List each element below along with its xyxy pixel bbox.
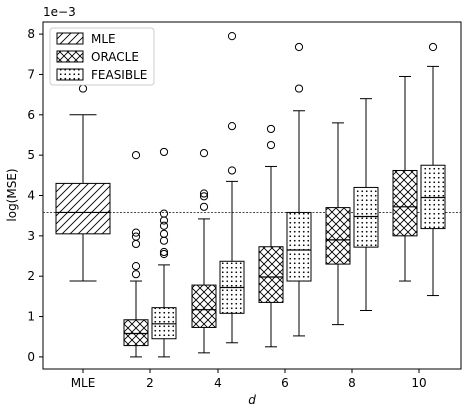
outlier-point xyxy=(131,270,141,279)
x-tick-label: MLE xyxy=(71,376,96,390)
outlier-point xyxy=(294,84,304,93)
box-body xyxy=(55,182,111,235)
box-feasible-10 xyxy=(420,42,446,297)
legend: MLE ORACLE FEASIBLE xyxy=(49,27,155,86)
outlier-point xyxy=(159,147,169,157)
outlier-point xyxy=(159,209,169,218)
y-axis-label: log(MSE) xyxy=(5,168,19,221)
y-tick-label: 8 xyxy=(27,27,35,41)
outlier-point xyxy=(266,124,276,134)
x-axis: MLE 2 4 6 8 10 xyxy=(71,369,427,390)
outlier-point xyxy=(131,151,141,160)
y-tick-label: 6 xyxy=(27,108,35,122)
box-oracle-4 xyxy=(191,149,217,354)
outlier-point xyxy=(159,229,169,238)
box-body xyxy=(191,284,217,328)
legend-swatch-mle xyxy=(56,32,84,45)
box-oracle-8 xyxy=(325,122,351,326)
y-tick-label: 7 xyxy=(27,67,35,81)
y-tick-label: 2 xyxy=(27,269,35,283)
outlier-point xyxy=(199,149,209,158)
outlier-point xyxy=(131,228,141,237)
box-body xyxy=(123,319,149,347)
box-body xyxy=(353,186,379,248)
boxes-group xyxy=(55,32,446,358)
box-body xyxy=(286,211,312,282)
legend-swatch-feasible xyxy=(56,68,84,81)
box-mle-mle xyxy=(55,84,111,282)
outlier-point xyxy=(294,42,304,52)
outlier-point xyxy=(199,192,209,201)
y-axis: 0 1 2 3 4 5 6 7 8 xyxy=(27,27,43,364)
box-feasible-2 xyxy=(151,147,177,358)
outlier-point xyxy=(159,247,169,257)
legend-label-oracle: ORACLE xyxy=(91,50,139,64)
x-tick-label: 8 xyxy=(348,376,356,390)
y-tick-label: 4 xyxy=(27,189,35,203)
x-tick-label: 2 xyxy=(146,376,154,390)
outlier-point xyxy=(227,122,237,131)
box-feasible-6 xyxy=(286,42,312,337)
box-oracle-2 xyxy=(123,151,149,358)
box-oracle-6 xyxy=(258,124,284,348)
y-tick-label: 5 xyxy=(27,148,35,162)
x-axis-label: d xyxy=(248,393,256,407)
outlier-point xyxy=(131,232,141,241)
outlier-point xyxy=(131,262,141,271)
box-feasible-8 xyxy=(353,98,379,311)
y-tick-label: 3 xyxy=(27,229,35,243)
box-body xyxy=(258,246,284,303)
box-feasible-4 xyxy=(219,32,245,344)
y-tick-label: 1 xyxy=(27,310,35,324)
outlier-point xyxy=(199,189,209,198)
legend-label-mle: MLE xyxy=(91,32,116,46)
y-tick-label: 0 xyxy=(27,350,35,364)
outlier-point xyxy=(428,42,438,52)
legend-swatch-oracle xyxy=(56,50,84,63)
box-oracle-10 xyxy=(392,75,418,282)
outlier-point xyxy=(159,221,169,230)
x-tick-label: 4 xyxy=(214,376,222,390)
outlier-point xyxy=(266,140,276,150)
outlier-point xyxy=(227,166,237,175)
y-scale-label: 1e−3 xyxy=(43,5,76,19)
x-tick-label: 6 xyxy=(281,376,289,390)
outlier-point xyxy=(227,32,237,41)
legend-label-feasible: FEASIBLE xyxy=(91,68,147,82)
box-body xyxy=(420,164,446,230)
x-tick-label: 10 xyxy=(411,376,426,390)
box-body xyxy=(325,207,351,265)
outlier-point xyxy=(199,202,209,211)
outlier-point xyxy=(159,249,169,259)
box-body xyxy=(392,169,418,237)
box-body xyxy=(151,307,177,340)
